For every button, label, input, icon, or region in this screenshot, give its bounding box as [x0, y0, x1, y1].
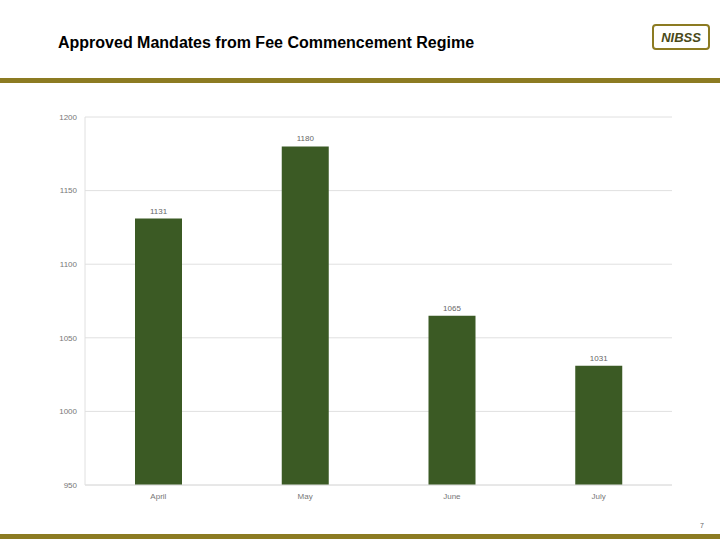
svg-text:1031: 1031 — [590, 354, 608, 363]
svg-text:May: May — [298, 492, 313, 501]
svg-text:1100: 1100 — [60, 260, 78, 269]
svg-text:July: July — [592, 492, 606, 501]
svg-text:1065: 1065 — [443, 304, 461, 313]
svg-text:950: 950 — [64, 481, 78, 490]
svg-text:1180: 1180 — [297, 134, 315, 143]
svg-text:1150: 1150 — [60, 186, 78, 195]
html-text:7: 7 — [700, 522, 704, 529]
html-text:Approved Mandates from Fee Com: Approved Mandates from Fee Commencement … — [58, 34, 475, 51]
svg-text:June: June — [443, 492, 461, 501]
svg-text:1131: 1131 — [150, 207, 168, 216]
svg-text:1050: 1050 — [59, 334, 77, 343]
svg-text:1200: 1200 — [59, 113, 77, 122]
svg-text:1000: 1000 — [59, 407, 77, 416]
html-text:NIBSS: NIBSS — [661, 29, 701, 45]
svg-text:April: April — [150, 492, 166, 501]
